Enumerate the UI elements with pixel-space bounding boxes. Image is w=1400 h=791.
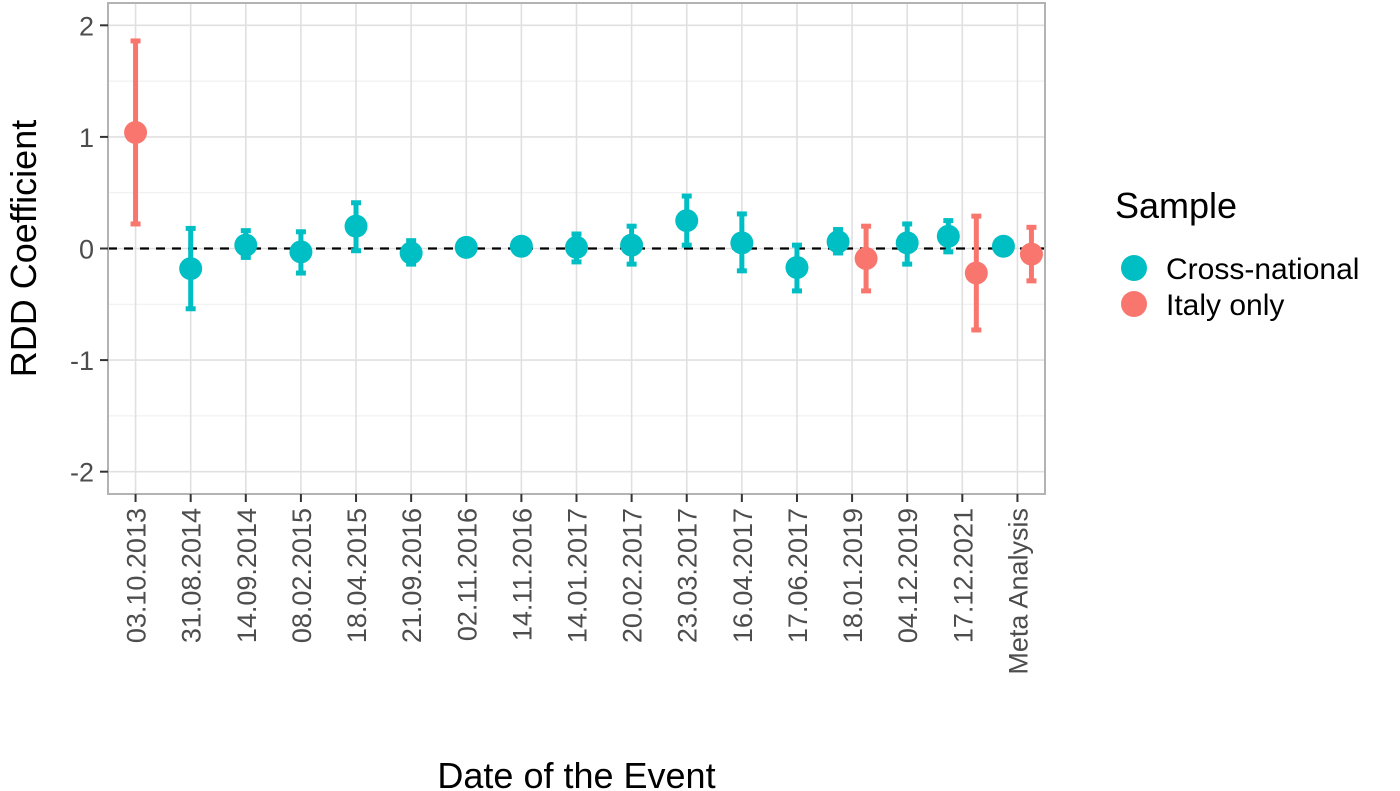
- data-point: [785, 255, 809, 279]
- x-tick-label: 08.02.2015: [287, 508, 317, 643]
- x-axis-title: Date of the Event: [437, 755, 715, 791]
- x-tick-label: 02.11.2016: [452, 508, 482, 641]
- y-tick-label: -2: [70, 458, 94, 488]
- data-point: [620, 233, 644, 257]
- legend-key: [1121, 291, 1147, 317]
- data-point: [854, 247, 878, 271]
- data-points: [124, 120, 1043, 285]
- y-tick-label: -1: [70, 346, 94, 376]
- legend-title: Sample: [1115, 185, 1237, 226]
- x-tick-label: 14.01.2017: [563, 508, 593, 643]
- data-point: [675, 209, 699, 233]
- y-axis-ticks: 2 1 0 -1 -2: [70, 11, 108, 488]
- data-point: [234, 233, 258, 257]
- data-point: [826, 230, 850, 254]
- x-tick-label: 16.04.2017: [728, 508, 758, 643]
- data-point: [289, 240, 313, 264]
- data-point: [964, 261, 988, 285]
- x-tick-label: 21.09.2016: [397, 508, 427, 643]
- data-point: [730, 231, 754, 255]
- x-tick-label: 04.12.2019: [893, 508, 923, 643]
- y-tick-label: 0: [79, 235, 94, 265]
- data-point: [124, 120, 148, 144]
- data-point: [991, 234, 1015, 258]
- x-tick-label: 14.11.2016: [507, 508, 537, 641]
- y-axis-title: RDD Coefficient: [3, 120, 44, 377]
- x-tick-label: 18.01.2019: [838, 508, 868, 643]
- data-point: [1019, 242, 1043, 266]
- x-tick-label: 03.10.2013: [122, 508, 152, 643]
- legend-label: Italy only: [1166, 289, 1284, 322]
- x-axis-ticks: 03.10.2013 31.08.2014 14.09.2014 08.02.2015…: [122, 494, 1033, 675]
- y-tick-label: 1: [79, 123, 94, 153]
- data-point: [565, 235, 588, 259]
- data-point: [509, 234, 533, 258]
- data-point: [399, 241, 423, 265]
- data-point: [936, 224, 960, 248]
- legend-label: Cross-national: [1166, 253, 1359, 286]
- data-point: [895, 231, 919, 255]
- x-tick-label: 20.02.2017: [618, 508, 648, 643]
- data-point: [454, 235, 478, 259]
- x-tick-label: Meta Analysis: [1003, 508, 1033, 675]
- legend-key: [1121, 255, 1147, 281]
- x-tick-label: 23.03.2017: [673, 508, 703, 643]
- x-tick-label: 31.08.2014: [177, 508, 207, 643]
- x-tick-label: 18.04.2015: [342, 508, 372, 643]
- x-tick-label: 17.06.2017: [783, 508, 813, 643]
- x-tick-label: 17.12.2021: [948, 508, 978, 643]
- data-point: [179, 257, 203, 281]
- y-tick-label: 2: [79, 11, 94, 41]
- x-tick-label: 14.09.2014: [232, 508, 262, 643]
- data-point: [344, 214, 368, 238]
